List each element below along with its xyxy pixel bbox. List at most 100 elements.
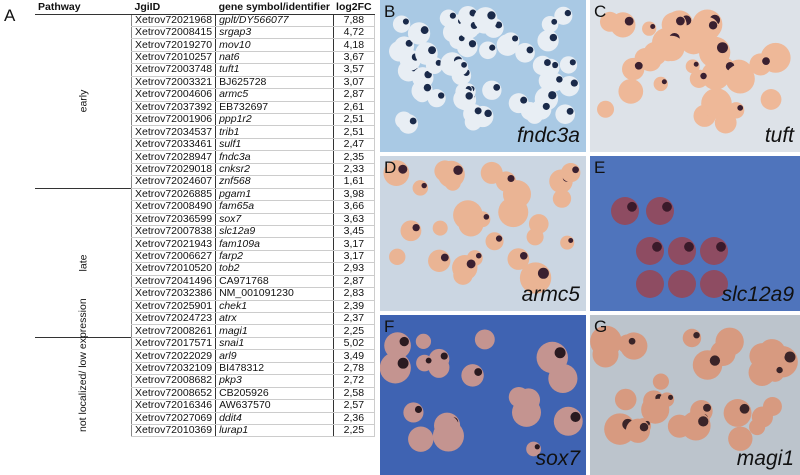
stain-spot [465,92,473,100]
embryo [495,171,517,192]
log2fc-cell: 2,57 [332,399,376,413]
jgiid-cell: Xetrov72032109 [130,362,216,376]
stain-spot [544,59,551,66]
embryo [541,15,559,33]
embryo [597,100,615,118]
jgiid-cell: Xetrov72010520 [130,262,216,276]
embryo [411,80,433,102]
gene-label: magi1 [736,447,794,470]
table-row: Xetrov72010257 nat6 3,67 [35,51,376,65]
stain-spot [526,46,534,54]
gene-cell: slc12a9 [215,225,334,239]
embryo [555,104,576,125]
stain-spot [453,165,463,176]
embryo [715,327,744,356]
embryo [485,232,504,251]
embryo [650,398,667,416]
stain-spot [423,83,432,92]
header-log2fc: log2FC [333,2,375,15]
stain-spot [420,26,429,34]
gene-cell: BJ625728 [215,76,334,90]
stain-spot [693,331,700,339]
pathway-label: early [76,89,89,113]
stain-spot [700,72,707,80]
embryo-image [590,325,798,451]
embryo [559,56,578,74]
log2fc-cell: 2,25 [332,324,376,338]
stain-spot [402,18,409,25]
stain-spot [708,21,718,30]
jgiid-cell: Xetrov72021943 [130,237,216,251]
embryo [439,9,458,28]
embryo [415,42,438,65]
jgiid-cell: Xetrov72017571 [130,336,216,351]
gene-cell: chek1 [215,300,334,314]
log2fc-cell: 2,87 [332,275,376,289]
gene-cell: sulf1 [215,138,334,152]
gene-cell: magi1 [215,324,334,338]
embryo [681,411,711,441]
embryo-image [611,197,728,298]
embryo [646,197,674,225]
embryo [614,388,637,411]
stain-spot [693,61,699,67]
stain-spot [507,174,515,183]
log2fc-cell: 3,63 [332,213,376,226]
jgiid-cell: Xetrov72041496 [130,275,216,289]
table-row: late Xetrov72026885 pgam1 3,98 [35,187,376,338]
table-row: Xetrov72004606 armc5 2,87 [35,88,376,102]
stain-spot [548,91,557,100]
table-row: early Xetrov72021968 gplt/DY566077 7,88 [35,14,376,112]
log2fc-cell: 4,18 [332,38,376,52]
table-row: Xetrov72010369 lurap1 2,25 [35,424,376,438]
gene-cell: NM_001091230 [215,287,334,301]
embryo [695,16,720,41]
stain-spot [405,39,413,47]
embryo [659,35,685,62]
gene-cell: ddit4 [215,412,334,425]
jgiid-cell: Xetrov72016346 [130,399,216,413]
gene-cell: farp2 [215,250,334,264]
embryo [434,415,460,440]
embryo [592,341,619,368]
log2fc-cell: 2,37 [332,312,376,326]
log2fc-cell: 3,49 [332,349,376,363]
gene-cell: fndc3a [215,150,334,164]
embryo [653,76,668,92]
embryo [622,57,645,81]
gene-label: sox7 [535,447,580,470]
stain-spot [435,59,442,66]
log2fc-cell: 2,87 [332,88,376,102]
log2fc-cell: 2,25 [332,424,376,438]
embryo [652,373,669,390]
jgiid-cell: Xetrov72024723 [130,312,216,326]
table-row: Xetrov72016346 AW637570 2,57 [35,399,376,413]
embryo [668,237,696,265]
stain-spot [468,40,477,48]
table-row: not localized/ low expression Xetrov72017… [35,299,376,437]
embryo [400,220,422,242]
embryo [700,237,728,265]
table-row: Xetrov72007838 slc12a9 3,45 [35,225,376,239]
stain-spot [566,107,574,115]
embryo [759,339,786,366]
embryo [453,200,483,230]
embryo [389,248,406,266]
gene-cell: ppp1r2 [215,113,334,127]
gene-cell: gplt/DY566077 [215,14,334,27]
stain-spot [551,61,559,69]
stain-spot [414,405,422,413]
table-row: Xetrov72008490 fam65a 3,66 [35,200,376,214]
embryo [728,426,753,451]
table-row: Xetrov72010520 tob2 2,93 [35,262,376,276]
stain-spot [568,238,574,243]
embryo [482,80,502,100]
stain-spot [489,44,496,51]
stain-spot [474,107,482,115]
embryo [508,93,529,114]
jgiid-cell: Xetrov72021968 [130,14,216,27]
embryo [407,22,431,45]
table-row: Xetrov72032109 BI478312 2,78 [35,362,376,376]
log2fc-cell: 7,88 [332,14,376,27]
gene-label: fndc3a [516,124,580,147]
